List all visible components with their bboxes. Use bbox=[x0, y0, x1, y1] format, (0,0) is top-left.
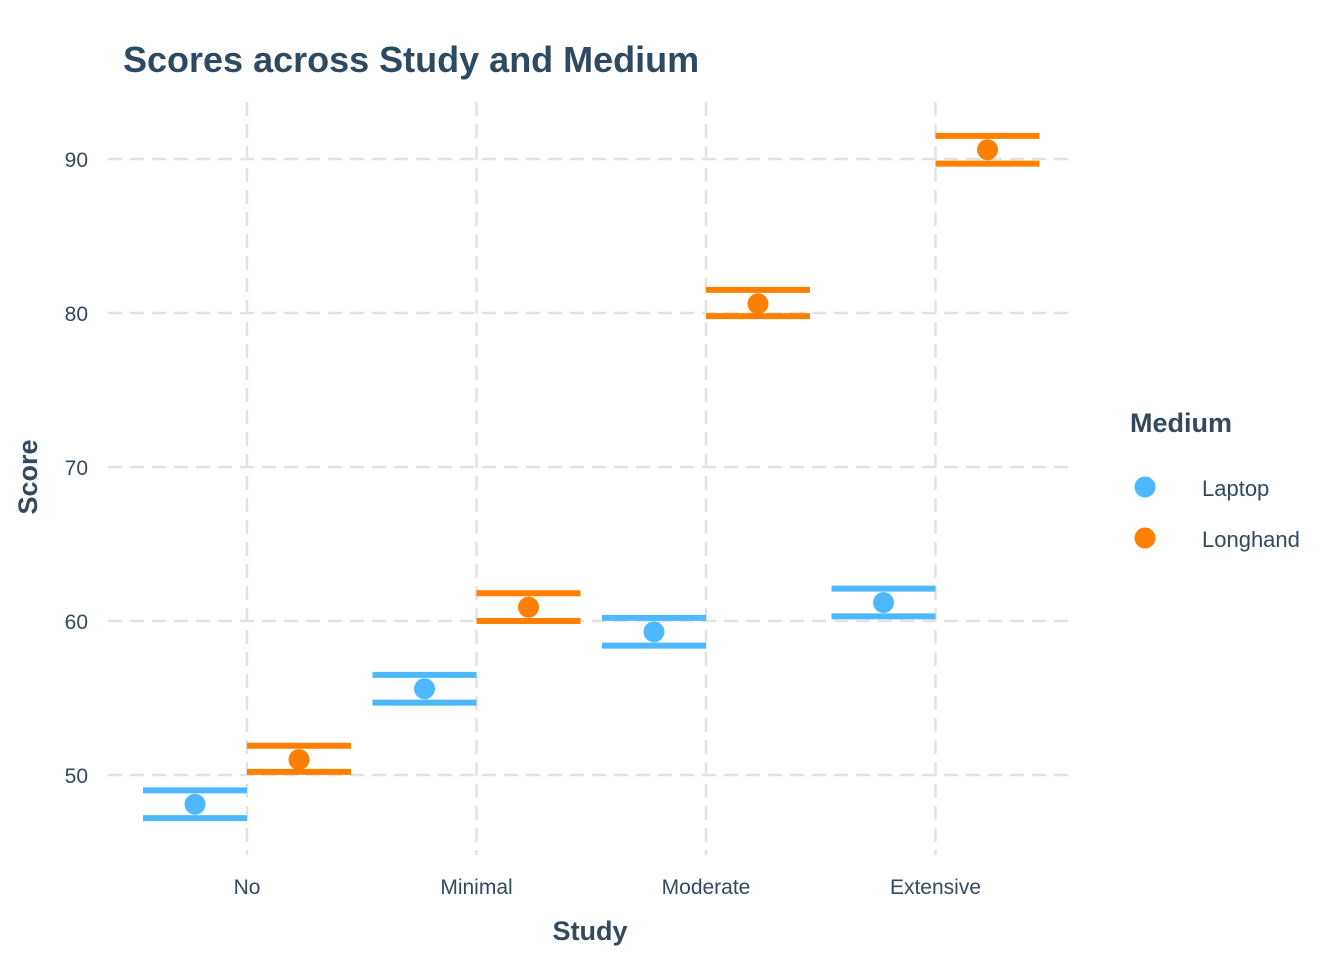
x-tick-label: Extensive bbox=[890, 876, 981, 899]
x-tick-label: Minimal bbox=[440, 876, 512, 899]
y-tick-label: 90 bbox=[65, 149, 88, 172]
x-axis-ticks: No Minimal Moderate Extensive bbox=[234, 876, 981, 899]
y-tick-label: 60 bbox=[65, 611, 88, 634]
legend-title: Medium bbox=[1130, 408, 1232, 438]
data-point bbox=[184, 793, 206, 815]
data-point bbox=[518, 596, 539, 618]
data-point bbox=[288, 749, 310, 771]
chart-title: Scores across Study and Medium bbox=[123, 39, 699, 80]
data-point bbox=[747, 293, 769, 315]
data-marks bbox=[143, 132, 1040, 822]
legend-label: Laptop bbox=[1202, 476, 1269, 501]
legend-swatch bbox=[1134, 527, 1156, 549]
legend-label: Longhand bbox=[1202, 527, 1300, 552]
legend-item: Laptop bbox=[1134, 476, 1269, 501]
x-tick-label: No bbox=[234, 876, 261, 899]
y-axis-title: Score bbox=[13, 439, 43, 514]
series-longhand bbox=[247, 132, 1040, 775]
legend-swatch bbox=[1134, 476, 1156, 498]
legend-item: Longhand bbox=[1134, 527, 1300, 552]
data-point bbox=[873, 592, 894, 614]
y-tick-label: 70 bbox=[65, 457, 88, 480]
x-axis-title: Study bbox=[552, 916, 627, 946]
grid-lines bbox=[108, 102, 1073, 855]
y-tick-label: 80 bbox=[65, 303, 88, 326]
data-point bbox=[977, 139, 998, 161]
x-tick-label: Moderate bbox=[662, 876, 751, 899]
y-axis-ticks: 50 60 70 80 90 bbox=[65, 149, 88, 788]
y-tick-label: 50 bbox=[65, 765, 88, 788]
series-laptop bbox=[143, 585, 936, 822]
legend-items: Laptop Longhand bbox=[1134, 476, 1300, 552]
legend: Medium Laptop Longhand bbox=[1130, 408, 1300, 552]
data-point bbox=[643, 621, 665, 643]
data-point bbox=[414, 678, 435, 700]
